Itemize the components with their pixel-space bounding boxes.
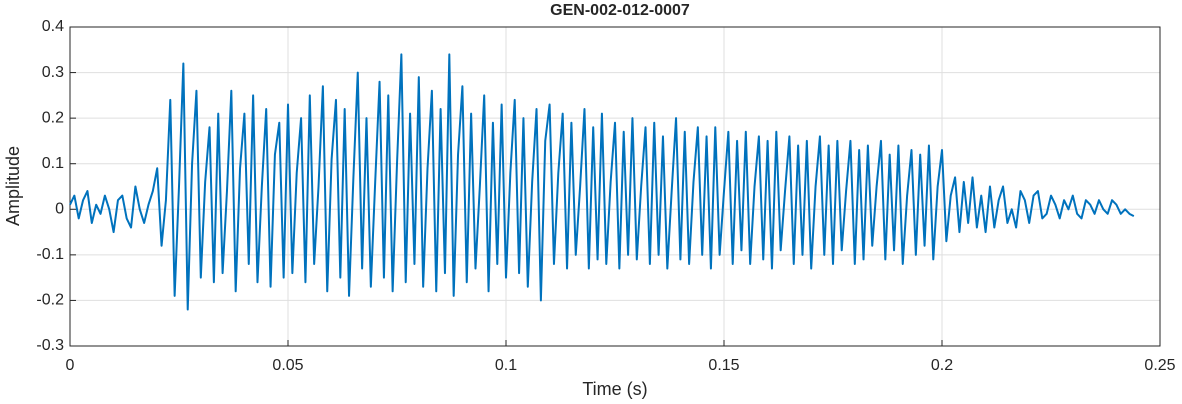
plot-frame bbox=[69, 26, 1161, 347]
y-axis-label: Amplitude bbox=[3, 146, 23, 226]
y-tick-label: -0.3 bbox=[36, 337, 64, 354]
x-tick-label: 0 bbox=[66, 357, 75, 374]
x-tick-label: 0.05 bbox=[272, 357, 303, 374]
y-tick-label: 0.1 bbox=[42, 155, 64, 172]
y-tick-label: 0 bbox=[55, 201, 64, 218]
x-tick-label: 0.1 bbox=[495, 357, 517, 374]
waveform-line bbox=[69, 53, 1135, 311]
x-axis-label: Time (s) bbox=[582, 379, 647, 399]
y-tick-label: -0.2 bbox=[36, 292, 64, 309]
x-tick-label: 0.25 bbox=[1144, 357, 1175, 374]
x-tick-label: 0.2 bbox=[931, 357, 953, 374]
y-tick-label: 0.4 bbox=[42, 18, 64, 35]
chart-title: GEN-002-012-0007 bbox=[550, 2, 690, 19]
y-tick-label: 0.2 bbox=[42, 109, 64, 126]
y-tick-label: 0.3 bbox=[42, 64, 64, 81]
x-tick-label: 0.15 bbox=[708, 357, 739, 374]
y-tick-label: -0.1 bbox=[36, 246, 64, 263]
